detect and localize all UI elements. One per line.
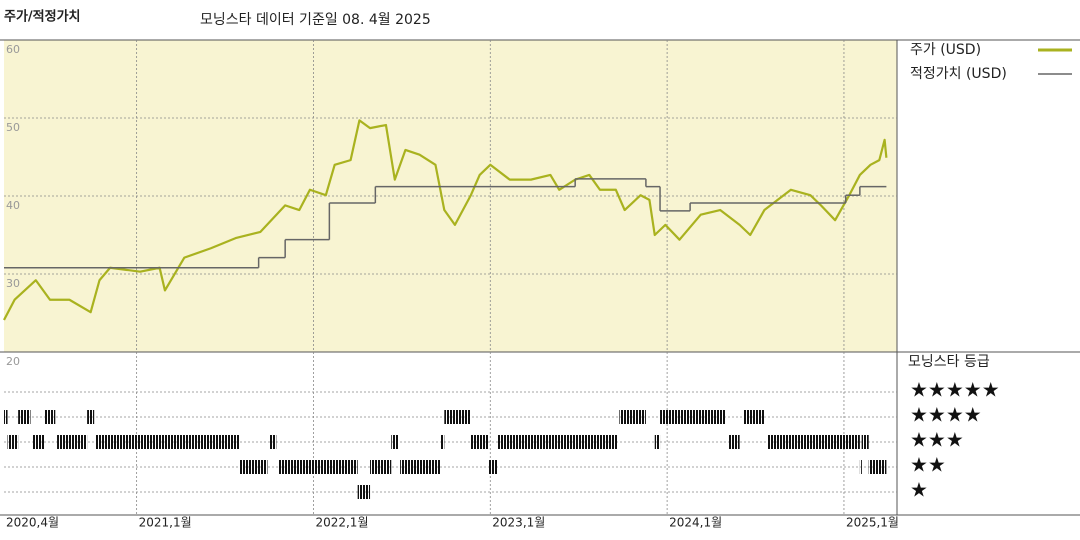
rating-bar: [440, 435, 445, 449]
rating-bar: [239, 460, 268, 474]
rating-bar: [391, 435, 399, 449]
legend-label: 적정가치 (USD): [910, 66, 1007, 82]
y-tick-label: 60: [6, 43, 20, 56]
rating-title: 모닝스타 등급: [908, 354, 990, 370]
rating-bar: [619, 410, 646, 424]
rating-bar: [18, 410, 31, 424]
rating-bar: [660, 410, 726, 424]
price-line: [3, 119, 888, 321]
y-tick-label: 20: [6, 355, 20, 368]
rating-bar: [729, 435, 740, 449]
y-tick-label: 50: [6, 121, 20, 134]
rating-level-label: ★★★: [910, 428, 964, 452]
rating-level-label: ★★: [910, 453, 946, 477]
rating-bar: [87, 410, 95, 424]
rating-bar: [278, 460, 358, 474]
rating-bar: [859, 460, 862, 474]
rating-bar: [488, 460, 498, 474]
rating-bar: [861, 435, 869, 449]
y-tick-label: 30: [6, 277, 20, 290]
rating-bar: [57, 435, 88, 449]
legend-label: 주가 (USD): [910, 42, 981, 58]
x-tick-label: 2023,1월: [492, 516, 545, 530]
x-tick-label: 2025,1월: [846, 516, 899, 530]
rating-bar: [7, 435, 19, 449]
x-tick-label: 2022,1월: [315, 516, 368, 530]
rating-bar: [654, 435, 661, 449]
rating-bar: [868, 460, 887, 474]
rating-bar: [370, 460, 392, 474]
x-tick-label: 2020,4월: [6, 516, 59, 530]
x-tick-label: 2021,1월: [139, 516, 192, 530]
rating-level-label: ★★★★★: [910, 378, 1000, 402]
rating-level-label: ★: [910, 478, 928, 502]
rating-bar: [4, 410, 8, 424]
rating-bar: [497, 435, 618, 449]
x-tick-label: 2024,1월: [669, 516, 722, 530]
rating-bar: [743, 410, 765, 424]
rating-bar: [269, 435, 277, 449]
rating-bar: [767, 435, 860, 449]
chart-subtitle: 모닝스타 데이터 기준일 08. 4월 2025: [200, 12, 431, 28]
rating-bar: [357, 485, 371, 499]
chart-title: 주가/적정가치: [4, 9, 81, 25]
rating-bar: [44, 410, 56, 424]
rating-bar: [95, 435, 240, 449]
rating-bar: [444, 410, 471, 424]
rating-level-label: ★★★★: [910, 403, 982, 427]
rating-bar: [470, 435, 489, 449]
y-tick-label: 40: [6, 199, 20, 212]
rating-bar: [32, 435, 45, 449]
rating-bar: [400, 460, 441, 474]
